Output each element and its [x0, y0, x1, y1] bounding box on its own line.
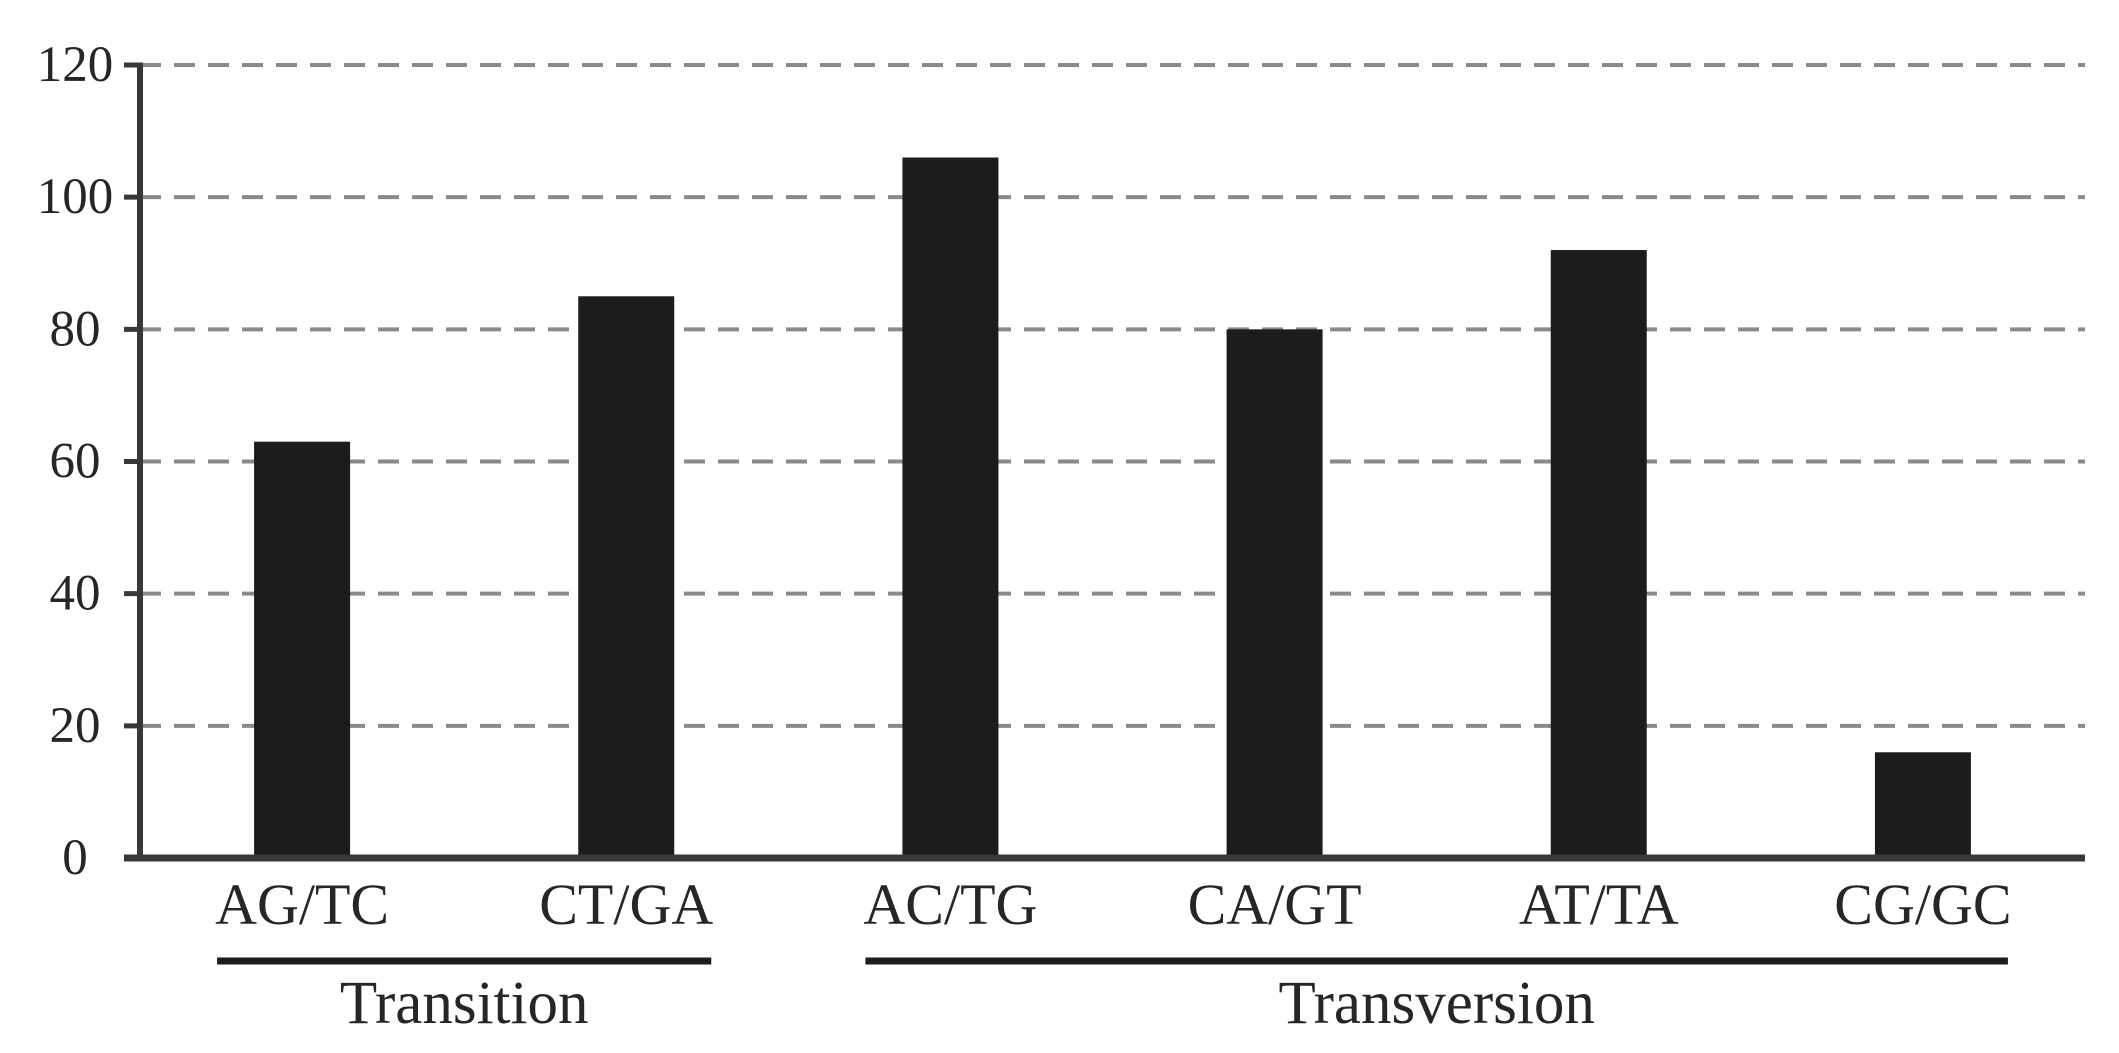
group-label-transition: Transition: [340, 970, 589, 1037]
bar-ag-tc: [254, 441, 351, 858]
y-tick-label: 120: [37, 37, 114, 93]
group-label-transversion: Transversion: [1279, 970, 1595, 1037]
category-label: AG/TC: [215, 872, 389, 937]
y-tick-label: 80: [50, 301, 101, 357]
bar-ca-gt: [1226, 329, 1323, 858]
bar-cg-gc: [1874, 752, 1971, 858]
category-label: AC/TG: [863, 872, 1037, 937]
bar-at-ta: [1550, 250, 1647, 859]
bar-ac-tg: [902, 157, 999, 858]
y-tick-label: 20: [50, 698, 101, 754]
bar-ct-ga: [578, 296, 675, 859]
y-tick-label: 40: [50, 566, 101, 622]
category-label: AT/TA: [1519, 872, 1679, 937]
y-tick-label: 100: [37, 169, 114, 225]
category-label: CT/GA: [539, 872, 713, 937]
category-label: CA/GT: [1188, 872, 1362, 937]
y-tick-label: 0: [62, 830, 88, 886]
y-tick-label: 60: [50, 434, 101, 490]
category-label: CG/GC: [1834, 872, 2011, 937]
